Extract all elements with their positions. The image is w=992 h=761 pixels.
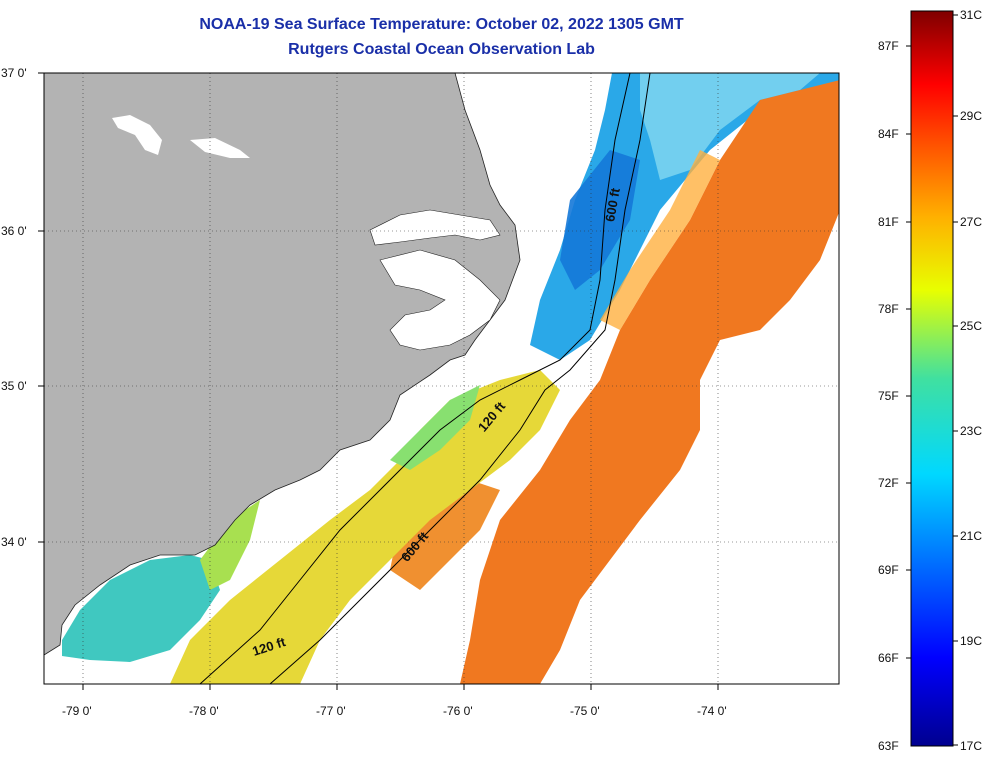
inland-lake-1 [112,115,162,155]
cbar-c-25: 25C [960,319,983,333]
cbar-f-84: 84F [878,127,899,141]
colorbar-ticks [906,14,958,746]
bathymetry-contours [199,72,651,685]
shelf-yellow-water [170,370,560,684]
lat-label-34: 34 0' [1,535,27,549]
onslow-bay-water [62,555,220,662]
nearshore-green [200,500,260,590]
lat-label-36: 36 0' [1,224,27,238]
lon-label-76: -76 0' [443,704,473,718]
lat-label-35: 35 0' [1,379,27,393]
cool-inner-band [640,73,820,180]
cbar-c-17: 17C [960,739,983,753]
temperature-colorbar [910,10,954,747]
warm-eddy [390,480,500,590]
cbar-c-23: 23C [960,424,983,438]
pamlico-sound [379,249,501,351]
lon-label-74: -74 0' [697,704,727,718]
map-subtitle: Rutgers Coastal Ocean Observation Lab [288,41,595,58]
cold-core [560,150,640,290]
lon-label-77: -77 0' [316,704,346,718]
cbar-f-66: 66F [878,651,899,665]
lon-label-78: -78 0' [189,704,219,718]
cbar-c-31: 31C [960,8,983,22]
cbar-c-19: 19C [960,634,983,648]
cbar-c-21: 21C [960,529,983,543]
shelf-green-water [390,385,480,470]
cbar-f-63: 63F [878,739,899,753]
cbar-c-27: 27C [960,215,983,229]
gulf-stream-edge [600,150,720,330]
grid [44,73,839,684]
cbar-f-78: 78F [878,302,899,316]
contour-120ft [199,72,631,685]
lon-label-79: -79 0' [62,704,92,718]
map-title: NOAA-19 Sea Surface Temperature: October… [199,16,684,33]
lat-label-37: 37 0' [1,66,27,80]
cold-shelf-water [530,73,839,360]
cbar-f-75: 75F [878,389,899,403]
cbar-f-87: 87F [878,39,899,53]
cbar-c-29: 29C [960,109,983,123]
cbar-f-81: 81F [878,215,899,229]
cbar-f-72: 72F [878,476,899,490]
map-area [44,73,839,684]
inland-lake-2 [190,138,250,158]
cbar-f-69: 69F [878,563,899,577]
lon-label-75: -75 0' [570,704,600,718]
contour-600ft [269,72,651,685]
map-frame [43,72,840,685]
frame-ticks [38,72,719,690]
albemarle-sound [369,209,501,246]
